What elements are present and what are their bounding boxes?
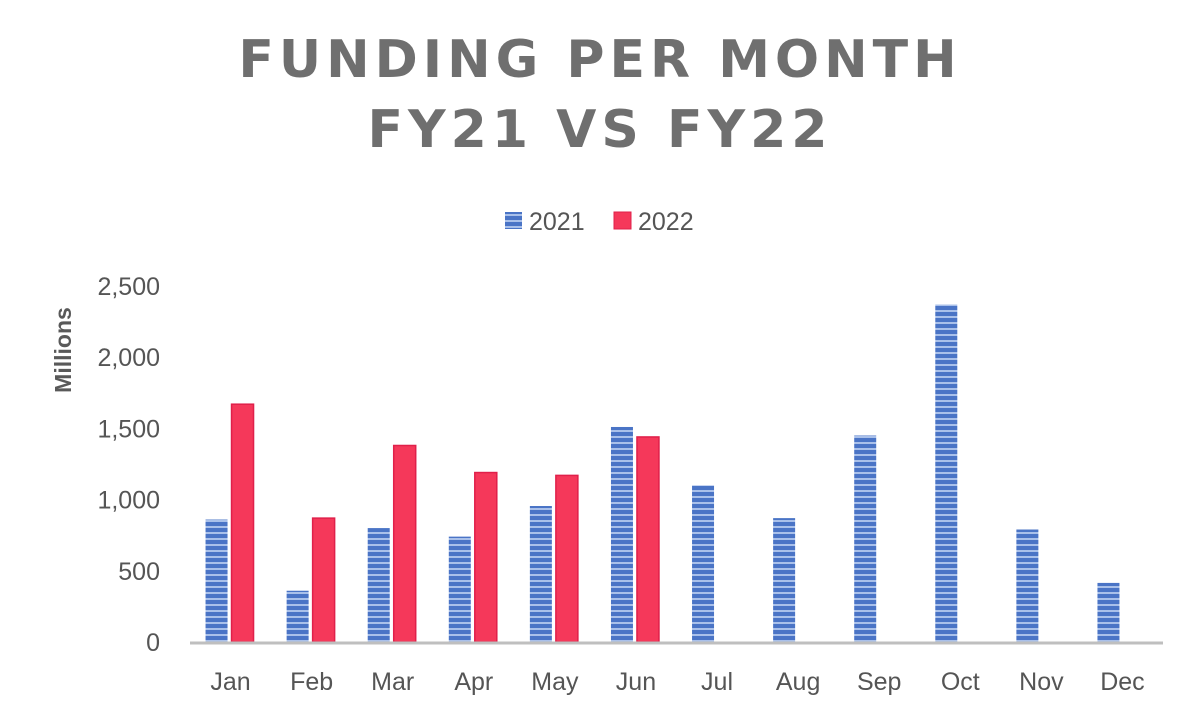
y-axis-label: Millions bbox=[50, 307, 76, 393]
bar-2021-jan bbox=[205, 519, 228, 642]
x-tick-label: Jan bbox=[210, 668, 250, 696]
x-tick-label: Sep bbox=[857, 668, 901, 696]
y-tick-label: 1,000 bbox=[97, 487, 160, 515]
x-tick-label: Feb bbox=[290, 668, 333, 696]
bar-2021-feb bbox=[286, 590, 309, 642]
x-tick-label: Nov bbox=[1019, 668, 1064, 696]
x-tick-label: Dec bbox=[1100, 668, 1144, 696]
bar-2021-nov bbox=[1016, 529, 1039, 642]
bar-2022-feb bbox=[311, 517, 336, 643]
bar-2022-mar bbox=[392, 444, 417, 643]
x-tick-label: May bbox=[531, 668, 579, 696]
x-tick-label: Jul bbox=[701, 668, 733, 696]
bar-2021-apr bbox=[448, 536, 471, 642]
legend-swatch-2022 bbox=[613, 211, 632, 230]
bar-2022-jan bbox=[230, 403, 255, 643]
y-tick-label: 1,500 bbox=[97, 415, 160, 443]
x-tick-label: Oct bbox=[941, 668, 980, 696]
bar-2022-jun bbox=[636, 436, 660, 643]
bar-2021-aug bbox=[773, 518, 796, 642]
bar-2022-apr bbox=[474, 471, 498, 643]
legend-label-2021: 2021 bbox=[529, 208, 585, 236]
chart-title-line-2: FY21 VS FY22 bbox=[367, 100, 833, 160]
y-tick-label: 2,500 bbox=[97, 273, 160, 301]
chart-title-line-1: FUNDING PER MONTH bbox=[238, 30, 962, 90]
x-tick-label: Mar bbox=[371, 668, 414, 696]
bar-2021-jun bbox=[610, 426, 633, 642]
x-tick-label: Aug bbox=[776, 668, 820, 696]
bar-2021-may bbox=[529, 506, 552, 642]
bar-2021-sep bbox=[854, 435, 877, 642]
bar-2021-dec bbox=[1097, 582, 1120, 642]
x-tick-label: Apr bbox=[454, 668, 493, 696]
legend-label-2022: 2022 bbox=[638, 208, 694, 236]
legend-swatch-2021 bbox=[505, 212, 522, 229]
bar-2021-oct bbox=[935, 304, 958, 642]
bar-2022-may bbox=[555, 474, 579, 643]
y-tick-label: 0 bbox=[146, 629, 160, 657]
x-tick-label: Jun bbox=[616, 668, 656, 696]
bar-2021-jul bbox=[692, 485, 715, 642]
y-tick-label: 2,000 bbox=[97, 344, 160, 372]
bar-2021-mar bbox=[367, 528, 390, 642]
y-tick-label: 500 bbox=[118, 558, 160, 586]
